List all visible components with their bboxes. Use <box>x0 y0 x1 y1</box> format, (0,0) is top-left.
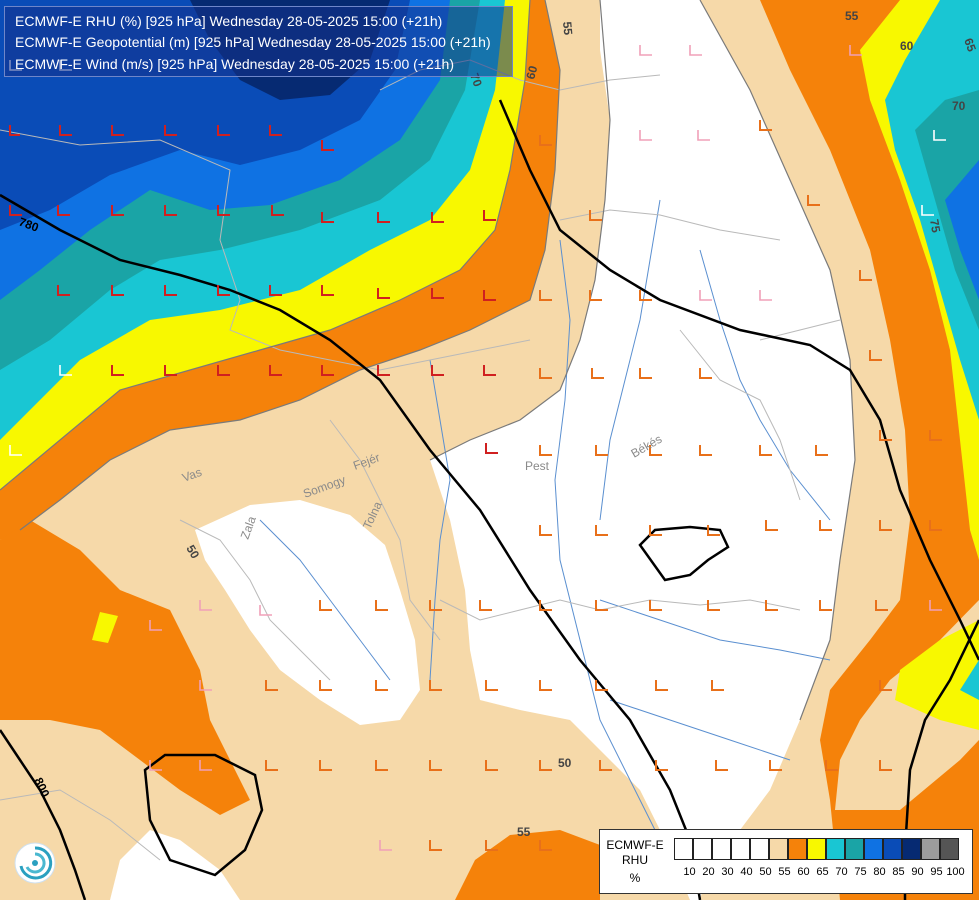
legend-swatch <box>693 838 712 860</box>
legend-swatch <box>826 838 845 860</box>
rhu-band-75-east <box>945 160 979 300</box>
legend-unit: % <box>629 871 641 885</box>
legend-swatch <box>921 838 940 860</box>
rhu-dry-south <box>110 830 240 900</box>
label-780: 780 <box>17 215 41 235</box>
rhu-band-60-southwest <box>92 612 118 643</box>
label-pest: Pest <box>525 459 550 473</box>
rhu-legend: ECMWF-E RHU % 10 20 30 40 50 55 60 65 70 75 80 85 90… <box>599 829 973 894</box>
legend-tick: 60 <box>797 866 810 878</box>
rhu-band-70-east <box>915 90 979 330</box>
legend-swatch <box>712 838 731 860</box>
legend-variable: RHU <box>622 853 648 867</box>
legend-swatch <box>731 838 750 860</box>
rhu-band-60-east-low <box>895 620 979 730</box>
legend-tick: 100 <box>946 866 965 878</box>
legend-model: ECMWF-E <box>606 838 664 852</box>
rhu-band-65-east-low <box>960 660 979 700</box>
rhu-dry-central <box>430 0 855 900</box>
rhu-band-55-south <box>455 830 600 900</box>
legend-tick: 70 <box>835 866 848 878</box>
label-r70b: 70 <box>952 99 966 113</box>
legend-swatches <box>674 838 959 860</box>
legend-tick: 10 <box>683 866 696 878</box>
legend-swatch <box>769 838 788 860</box>
logo-icon <box>14 842 56 884</box>
legend-tick: 65 <box>816 866 829 878</box>
legend-swatch <box>940 838 959 860</box>
map-header: ECMWF-E RHU (%) [925 hPa] Wednesday 28-0… <box>4 6 513 77</box>
legend-title: ECMWF-E RHU <box>602 838 668 868</box>
label-r50a: 50 <box>183 543 202 562</box>
legend-tick: 40 <box>740 866 753 878</box>
legend-tick: 80 <box>873 866 886 878</box>
legend-tick: 90 <box>911 866 924 878</box>
wind-barbs-moist <box>9 125 498 454</box>
wind-barbs-dry <box>265 120 942 851</box>
legend-tick: 75 <box>854 866 867 878</box>
legend-swatch <box>902 838 921 860</box>
legend-ticks: 10 20 30 40 50 55 60 65 70 75 80 85 90 95 100 <box>680 866 965 878</box>
legend-swatch <box>883 838 902 860</box>
wind-barbs-light <box>149 45 942 851</box>
label-r50b: 50 <box>558 756 572 770</box>
legend-tick: 20 <box>702 866 715 878</box>
label-r55c: 55 <box>845 9 859 23</box>
region-borders <box>0 59 841 861</box>
label-vas: Vas <box>180 465 203 485</box>
label-r60b: 60 <box>900 39 914 53</box>
label-r60a: 60 <box>523 64 540 81</box>
rivers <box>259 199 831 861</box>
legend-tick: 30 <box>721 866 734 878</box>
label-r55b: 55 <box>517 825 531 839</box>
header-line-rhu: ECMWF-E RHU (%) [925 hPa] Wednesday 28-0… <box>15 13 443 29</box>
legend-tick: 55 <box>778 866 791 878</box>
label-r65: 65 <box>961 36 979 54</box>
rhu-dry-west <box>195 500 420 725</box>
legend-tick: 50 <box>759 866 772 878</box>
legend-swatch <box>788 838 807 860</box>
legend-tick: 95 <box>930 866 943 878</box>
rhu-band-55-southwest <box>0 520 250 815</box>
rhu-contours <box>0 0 856 721</box>
header-line-geopotential: ECMWF-E Geopotential (m) [925 hPa] Wedne… <box>15 34 491 50</box>
legend-swatch <box>674 838 693 860</box>
legend-swatch <box>845 838 864 860</box>
legend-swatch <box>750 838 769 860</box>
header-line-wind: ECMWF-E Wind (m/s) [925 hPa] Wednesday 2… <box>15 56 454 72</box>
label-r75: 75 <box>927 218 943 234</box>
legend-tick: 85 <box>892 866 905 878</box>
label-r55a: 55 <box>560 21 575 36</box>
legend-swatch <box>864 838 883 860</box>
legend-swatch <box>807 838 826 860</box>
